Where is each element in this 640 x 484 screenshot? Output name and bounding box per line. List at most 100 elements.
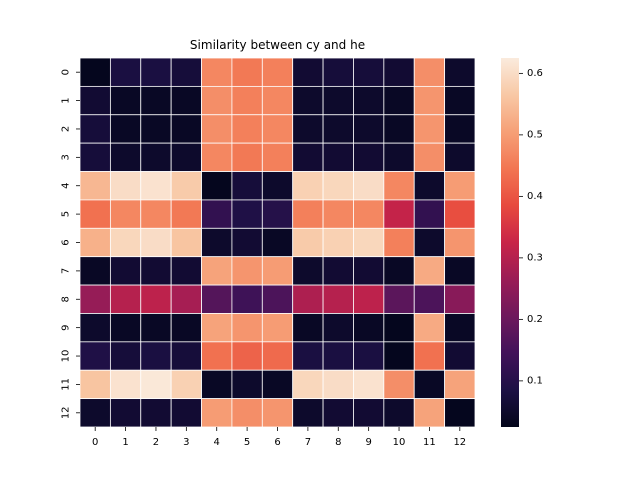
x-tick-label-8: 8 <box>335 437 341 448</box>
y-tick-label-7: 7 <box>61 268 72 274</box>
colorbar-tick-label-4: 0.5 <box>527 129 543 140</box>
heatmap-cell-5-5 <box>231 199 263 229</box>
heatmap-cell-11-9 <box>353 369 385 400</box>
heatmap-cell-12-12 <box>444 398 476 428</box>
heatmap-cell-1-11 <box>413 85 446 116</box>
heatmap-cell-7-5 <box>231 256 263 286</box>
y-tick-label-6: 6 <box>61 239 72 245</box>
heatmap-cell-0-8 <box>322 57 354 87</box>
heatmap-cell-6-11 <box>413 227 446 258</box>
heatmap-cell-12-5 <box>231 398 263 428</box>
x-tick-label-9: 9 <box>365 437 371 448</box>
heatmap-cell-5-4 <box>201 199 233 229</box>
heatmap-cell-10-0 <box>79 341 111 371</box>
heatmap-cell-0-5 <box>231 57 263 87</box>
heatmap-cell-1-8 <box>322 85 354 116</box>
heatmap-cell-5-6 <box>261 199 294 229</box>
heatmap-cell-10-10 <box>383 341 415 371</box>
heatmap-cell-11-7 <box>292 369 324 400</box>
heatmap-cell-2-8 <box>322 114 354 144</box>
x-tick-label-4: 4 <box>214 437 220 448</box>
heatmap-cell-9-10 <box>383 313 415 343</box>
chart-title: Similarity between cy and he <box>190 38 365 52</box>
heatmap-cell-7-6 <box>261 256 294 286</box>
heatmap-cell-2-0 <box>79 114 111 144</box>
heatmap-cell-8-11 <box>413 284 446 314</box>
heatmap-cell-2-4 <box>201 114 233 144</box>
heatmap-cell-4-3 <box>170 171 202 201</box>
heatmap-cell-4-8 <box>322 171 354 201</box>
heatmap-cell-2-7 <box>292 114 324 144</box>
heatmap-cell-0-2 <box>140 57 172 87</box>
heatmap-cell-12-10 <box>383 398 415 428</box>
heatmap-cell-4-11 <box>413 171 446 201</box>
heatmap-cell-0-7 <box>292 57 324 87</box>
heatmap-cell-1-0 <box>79 85 111 116</box>
heatmap-cell-0-0 <box>79 57 111 87</box>
heatmap-cell-9-11 <box>413 313 446 343</box>
heatmap-cell-7-8 <box>322 256 354 286</box>
x-axis: 0 1 2 3 4 5 6 7 8 9 10 11 12 <box>92 427 466 448</box>
heatmap-cell-10-4 <box>201 341 233 371</box>
heatmap-cell-10-3 <box>170 341 202 371</box>
heatmap-cell-1-1 <box>109 85 142 116</box>
heatmap-cell-3-10 <box>383 142 415 172</box>
heatmap-cell-8-9 <box>353 284 385 314</box>
heatmap-cell-12-1 <box>109 398 142 428</box>
colorbar-tick-label-2: 0.3 <box>527 252 543 263</box>
heatmap-cell-8-4 <box>201 284 233 314</box>
heatmap-cell-5-10 <box>383 199 415 229</box>
heatmap-cell-6-3 <box>170 227 202 258</box>
y-tick-label-8: 8 <box>61 296 72 302</box>
heatmap-cell-4-12 <box>444 171 476 201</box>
heatmap-cell-10-2 <box>140 341 172 371</box>
heatmap-cell-5-11 <box>413 199 446 229</box>
x-tick-label-12: 12 <box>453 437 466 448</box>
heatmap-cell-9-9 <box>353 313 385 343</box>
heatmap-cell-11-10 <box>383 369 415 400</box>
heatmap-cell-10-12 <box>444 341 476 371</box>
heatmap-cell-9-6 <box>261 313 294 343</box>
heatmap-cell-7-4 <box>201 256 233 286</box>
heatmap-cell-6-10 <box>383 227 415 258</box>
heatmap-cell-12-0 <box>79 398 111 428</box>
heatmap-cell-6-4 <box>201 227 233 258</box>
heatmap-cell-8-10 <box>383 284 415 314</box>
heatmap-cells <box>79 57 476 428</box>
heatmap-cell-6-2 <box>140 227 172 258</box>
heatmap-cell-0-6 <box>261 57 294 87</box>
heatmap-cell-9-3 <box>170 313 202 343</box>
heatmap-cell-4-10 <box>383 171 415 201</box>
heatmap-cell-1-12 <box>444 85 476 116</box>
y-tick-label-4: 4 <box>61 183 72 189</box>
heatmap-cell-11-8 <box>322 369 354 400</box>
y-tick-label-9: 9 <box>61 324 72 330</box>
heatmap-cell-2-5 <box>231 114 263 144</box>
heatmap-cell-11-4 <box>201 369 233 400</box>
heatmap-cell-5-7 <box>292 199 324 229</box>
heatmap-cell-10-7 <box>292 341 324 371</box>
heatmap-cell-5-1 <box>109 199 142 229</box>
heatmap-cell-10-1 <box>109 341 142 371</box>
heatmap-cell-3-12 <box>444 142 476 172</box>
heatmap-cell-7-2 <box>140 256 172 286</box>
x-tick-label-7: 7 <box>305 437 311 448</box>
heatmap-cell-8-1 <box>109 284 142 314</box>
y-tick-label-1: 1 <box>61 97 72 103</box>
colorbar-tick-label-5: 0.6 <box>527 68 543 79</box>
heatmap-cell-12-4 <box>201 398 233 428</box>
heatmap-cell-12-11 <box>413 398 446 428</box>
colorbar-tick-label-1: 0.2 <box>527 314 543 325</box>
heatmap-cell-7-10 <box>383 256 415 286</box>
y-tick-label-2: 2 <box>61 126 72 132</box>
heatmap-cell-9-8 <box>322 313 354 343</box>
heatmap-cell-11-11 <box>413 369 446 400</box>
x-tick-label-11: 11 <box>423 437 436 448</box>
heatmap-cell-9-1 <box>109 313 142 343</box>
heatmap-cell-7-3 <box>170 256 202 286</box>
heatmap-cell-3-5 <box>231 142 263 172</box>
heatmap-cell-12-3 <box>170 398 202 428</box>
heatmap-cell-4-0 <box>79 171 111 201</box>
